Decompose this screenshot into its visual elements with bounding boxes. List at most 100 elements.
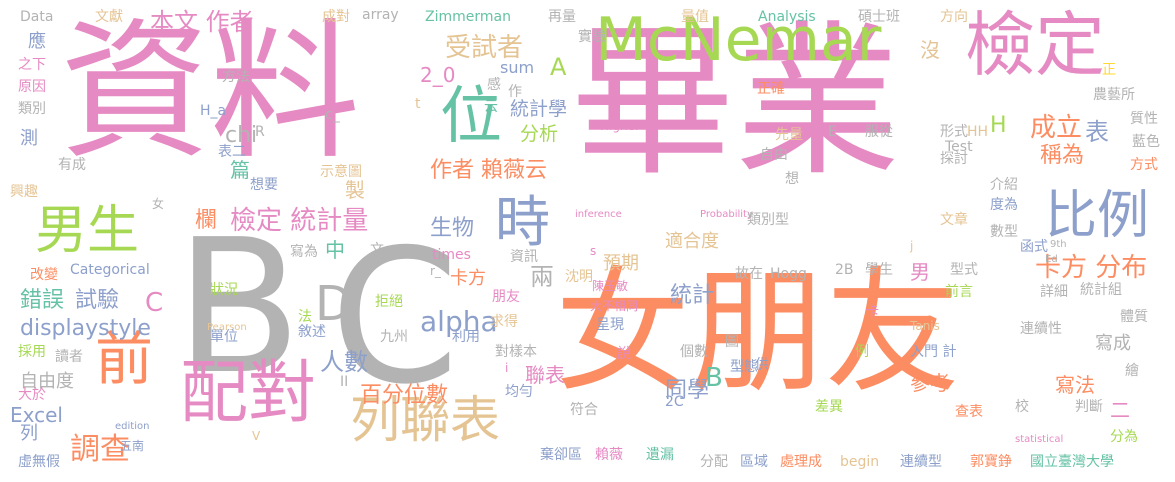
word-符合: 符合 <box>570 402 598 418</box>
word-讀者: 讀者 <box>55 349 83 365</box>
word-正確: 正確 <box>757 81 785 97</box>
word-郭寶錚: 郭寶錚 <box>970 454 1012 470</box>
word-B2: B <box>705 363 723 393</box>
word-Higher: Higher <box>600 119 640 133</box>
word-質性: 質性 <box>1130 111 1158 127</box>
word-大於: 大於 <box>18 387 46 403</box>
word-示意圖: 示意圖 <box>320 164 362 180</box>
word-文章: 文章 <box>940 212 968 228</box>
word-方式: 方式 <box>1130 157 1158 173</box>
word-類別型: 類別型 <box>747 212 789 228</box>
word-資料: 資料 <box>60 6 361 180</box>
word-連續性: 連續性 <box>1020 321 1062 337</box>
word-2C: 2C <box>665 394 684 410</box>
word-利用: 利用 <box>452 329 480 345</box>
word-Analysis: Analysis <box>758 9 816 25</box>
word-E: E <box>828 124 837 140</box>
word-量值: 量值 <box>681 9 709 25</box>
word-edition: edition <box>115 421 150 432</box>
word-區域: 區域 <box>740 454 768 470</box>
word-資訊: 資訊 <box>510 249 538 265</box>
word-2B: 2B <box>835 262 854 278</box>
word-欄: 欄 <box>195 208 218 233</box>
word-2_0: 2_0 <box>420 63 456 87</box>
word-敘述: 敘述 <box>298 324 326 340</box>
word-適合度: 適合度 <box>665 231 719 252</box>
word-兩: 兩 <box>530 263 554 291</box>
word-原因: 原因 <box>18 79 46 95</box>
word-處理成: 處理成 <box>780 454 822 470</box>
word-前言: 前言 <box>945 284 973 300</box>
word-R: R <box>255 124 265 140</box>
word-詳細: 詳細 <box>1040 284 1068 300</box>
word-男: 男 <box>910 260 930 284</box>
word-想要: 想要 <box>250 177 278 193</box>
word-試驗: 試驗 <box>75 288 120 313</box>
word-改變: 改變 <box>30 267 58 283</box>
word-Data: Data <box>20 9 54 25</box>
word-興趣: 興趣 <box>10 184 38 200</box>
word-分配: 分配 <box>700 454 728 470</box>
word-應: 應 <box>28 31 46 52</box>
word-陳玉敏: 陳玉敏 <box>592 279 629 293</box>
word-中: 中 <box>325 238 345 262</box>
word-卡方: 卡方 <box>450 268 486 289</box>
word-作者賴薇云: 作者 賴薇云 <box>430 158 547 183</box>
word-times: times <box>432 247 471 263</box>
word-個數: 個數 <box>680 344 708 360</box>
word-形式: 形式 <box>940 124 968 140</box>
word-成對: 成對 <box>322 9 350 25</box>
word-文獻: 文獻 <box>95 9 123 25</box>
word-錯誤: 錯誤 <box>20 288 65 313</box>
word-9th: 9th <box>1050 239 1067 250</box>
word-array: array <box>362 7 399 23</box>
word-篇: 篇 <box>230 158 250 182</box>
word-方法: 方法 <box>222 69 250 85</box>
word-說: 說 <box>617 346 631 362</box>
word-Zimmerman: Zimmerman <box>425 9 511 25</box>
word-分為: 分為 <box>1110 429 1138 445</box>
word-畢業: 畢業 <box>570 6 900 198</box>
word-Hogg: Hogg <box>770 266 807 282</box>
word-判斷: 判斷 <box>1075 399 1103 415</box>
word-受試者: 受試者 <box>445 33 524 63</box>
word-r: r_ <box>430 264 441 278</box>
word-沈明: 沈明 <box>565 269 593 285</box>
word-製: 製 <box>345 178 365 202</box>
word-實驗: 實驗 <box>578 29 606 45</box>
word-McNemar: McNemar <box>595 5 882 75</box>
word-型式: 型式 <box>950 262 978 278</box>
word-採用: 採用 <box>18 344 46 360</box>
word-例: 例 <box>855 344 869 360</box>
word-H_a: H_a <box>200 103 227 119</box>
word-想: 想 <box>785 171 799 187</box>
word-位: 位 <box>440 79 503 152</box>
word-度為: 度為 <box>990 197 1018 213</box>
word-型態: 型態 <box>730 359 758 375</box>
word-Probability: Probability <box>700 209 753 220</box>
word-單位: 單位 <box>210 329 238 345</box>
word-服從: 服從 <box>865 124 893 140</box>
word-入門計: 入門 計 <box>910 344 957 360</box>
word-測: 測 <box>20 128 38 149</box>
word-chi: chi <box>225 123 258 148</box>
word-預期: 預期 <box>603 253 639 274</box>
word-卡: 卡 <box>865 304 879 320</box>
word-HH: HH <box>967 124 989 140</box>
word-自由: 自由 <box>760 147 788 163</box>
word-學生: 學生 <box>865 262 893 278</box>
word-差異: 差異 <box>815 399 843 415</box>
word-國立臺灣大學: 國立臺灣大學 <box>1030 454 1114 470</box>
word-遺漏: 遺漏 <box>646 447 674 463</box>
word-體質: 體質 <box>1120 309 1148 325</box>
word-卡方分布: 卡方 分布 <box>1035 253 1148 283</box>
word-類別: 類別 <box>18 101 46 117</box>
word-大不相同: 大不相同 <box>590 299 639 313</box>
word-均勻: 均勻 <box>505 384 533 400</box>
word-之下: 之下 <box>18 57 46 73</box>
word-九州: 九州 <box>380 329 408 345</box>
word-方向: 方向 <box>940 9 968 25</box>
word-稱為: 稱為 <box>1040 143 1085 168</box>
word-sum: sum <box>500 58 535 77</box>
word-朋友: 朋友 <box>492 289 520 305</box>
